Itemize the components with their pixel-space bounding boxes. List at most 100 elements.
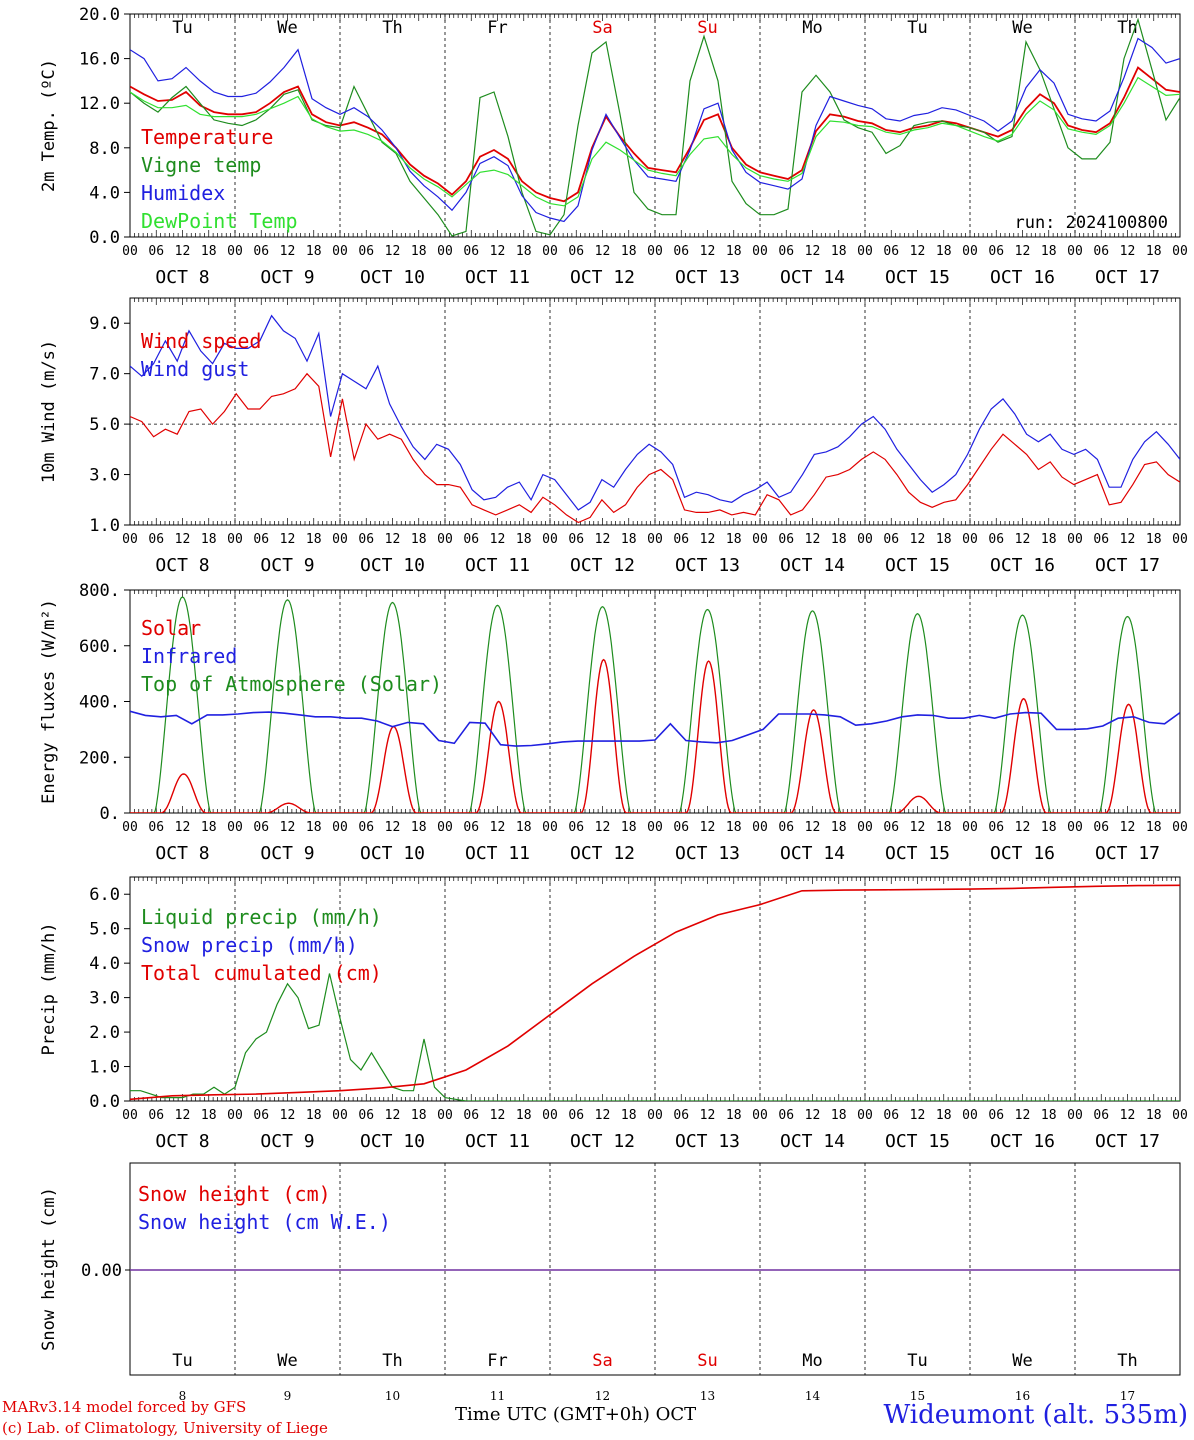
hour-tick-label: 06 (358, 244, 374, 259)
hour-tick-label: 00 (962, 820, 978, 835)
day-label: OCT 10 (360, 267, 425, 288)
hour-tick-label: 06 (358, 820, 374, 835)
hour-tick-label: 00 (1067, 532, 1083, 547)
weekday-label: Mo (802, 18, 822, 38)
day-label: OCT 14 (780, 1131, 845, 1152)
day-label: OCT 15 (885, 555, 950, 576)
hour-tick-label: 06 (883, 820, 899, 835)
hour-tick-label: 12 (490, 820, 506, 835)
hour-tick-label: 06 (463, 244, 479, 259)
hour-tick-label: 00 (857, 1108, 873, 1123)
hour-tick-label: 00 (227, 1108, 243, 1123)
weekday-label: Tu (907, 18, 927, 38)
hour-tick-label: 00 (227, 244, 243, 259)
hour-tick-label: 06 (253, 244, 269, 259)
series-line (130, 884, 1180, 1101)
hour-tick-label: 00 (857, 244, 873, 259)
hour-tick-label: 12 (805, 244, 821, 259)
day-number-label: 12 (595, 1389, 610, 1403)
legend-entry: Total cumulated (cm) (141, 961, 382, 985)
hour-tick-label: 18 (201, 820, 217, 835)
hour-tick-label: 18 (516, 1108, 532, 1123)
legend-entry: Liquid precip (mm/h) (141, 905, 382, 929)
y-tick-label: 9.0 (89, 314, 120, 334)
legend-entry: Humidex (141, 181, 225, 205)
hour-tick-label: 06 (568, 1108, 584, 1123)
day-label: OCT 15 (885, 1131, 950, 1152)
hour-tick-label: 12 (490, 532, 506, 547)
day-label: OCT 13 (675, 1131, 740, 1152)
hour-tick-label: 06 (883, 244, 899, 259)
hour-tick-label: 12 (175, 532, 191, 547)
y-tick-label: 1.0 (89, 1058, 120, 1078)
hour-tick-label: 18 (831, 820, 847, 835)
hour-tick-label: 06 (253, 1108, 269, 1123)
day-label: OCT 12 (570, 267, 635, 288)
hour-tick-label: 12 (595, 244, 611, 259)
hour-tick-label: 00 (1067, 820, 1083, 835)
weekday-label: We (277, 1351, 297, 1371)
day-number-label: 8 (179, 1389, 187, 1403)
day-label: OCT 12 (570, 555, 635, 576)
day-label: OCT 9 (260, 267, 314, 288)
hour-tick-label: 18 (306, 532, 322, 547)
y-tick-label: 5.0 (89, 415, 120, 435)
hour-tick-label: 12 (280, 1108, 296, 1123)
hour-tick-label: 00 (752, 532, 768, 547)
hour-tick-label: 00 (647, 244, 663, 259)
station-name: Wideumont (alt. 535m) (883, 1400, 1188, 1430)
panel-energy: 0. 200. 400. 600. 800. Energy fluxes (W/m²) 00… (39, 581, 1188, 864)
hour-tick-label: 00 (122, 244, 138, 259)
hour-tick-label: 18 (201, 244, 217, 259)
hour-tick-label: 18 (621, 532, 637, 547)
day-label: OCT 17 (1095, 1131, 1160, 1152)
hour-tick-label: 00 (1172, 532, 1188, 547)
hour-tick-label: 12 (700, 244, 716, 259)
y-tick-label: 800. (79, 581, 120, 601)
y-tick-label: 20.0 (79, 5, 120, 25)
hour-tick-label: 00 (437, 532, 453, 547)
hour-tick-label: 18 (1146, 532, 1162, 547)
series-line (130, 973, 1180, 1101)
y-tick-label: 16.0 (79, 50, 120, 70)
legend-entry: Snow precip (mm/h) (141, 933, 358, 957)
month-label: OCT (655, 1404, 697, 1425)
series-line (130, 76, 1180, 207)
weekday-label: Tu (907, 1351, 927, 1371)
hour-tick-label: 06 (358, 1108, 374, 1123)
day-number-label: 10 (385, 1389, 400, 1403)
hour-tick-label: 18 (516, 244, 532, 259)
legend-entry: Temperature (141, 125, 273, 149)
hour-tick-label: 18 (726, 532, 742, 547)
y-axis-label: 10m Wind (m/s) (39, 340, 59, 483)
legend-entry: Infrared (141, 644, 237, 668)
legend-entry: Snow height (cm) (138, 1182, 331, 1206)
legend-entry: Top of Atmosphere (Solar) (141, 672, 442, 696)
series-line (130, 66, 1180, 203)
legend-entry: Wind speed (141, 329, 261, 353)
day-label: OCT 8 (155, 267, 209, 288)
hour-tick-label: 12 (910, 820, 926, 835)
hour-tick-label: 18 (936, 820, 952, 835)
hour-tick-label: 06 (1093, 244, 1109, 259)
weekday-label: We (1012, 1351, 1032, 1371)
hour-tick-label: 12 (280, 532, 296, 547)
hour-tick-label: 06 (148, 1108, 164, 1123)
day-label: OCT 17 (1095, 843, 1160, 864)
y-tick-label: 2.0 (89, 1023, 120, 1043)
hour-tick-label: 06 (253, 532, 269, 547)
hour-tick-label: 18 (726, 1108, 742, 1123)
hour-tick-label: 18 (621, 1108, 637, 1123)
hour-tick-label: 18 (1041, 532, 1057, 547)
panel-precip: 0.0 1.0 2.0 3.0 4.0 5.0 6.0 Precip (mm/h) 00 06 12… (39, 876, 1188, 1152)
hour-tick-label: 06 (358, 532, 374, 547)
weekday-label: Th (382, 18, 402, 38)
hour-tick-label: 12 (175, 1108, 191, 1123)
series-group (130, 596, 1180, 813)
weekday-label: Tu (172, 18, 192, 38)
day-label: OCT 15 (885, 843, 950, 864)
legend-entry: Wind gust (141, 357, 249, 381)
hour-tick-label: 00 (1067, 244, 1083, 259)
day-label: OCT 11 (465, 843, 530, 864)
hour-tick-label: 06 (568, 532, 584, 547)
